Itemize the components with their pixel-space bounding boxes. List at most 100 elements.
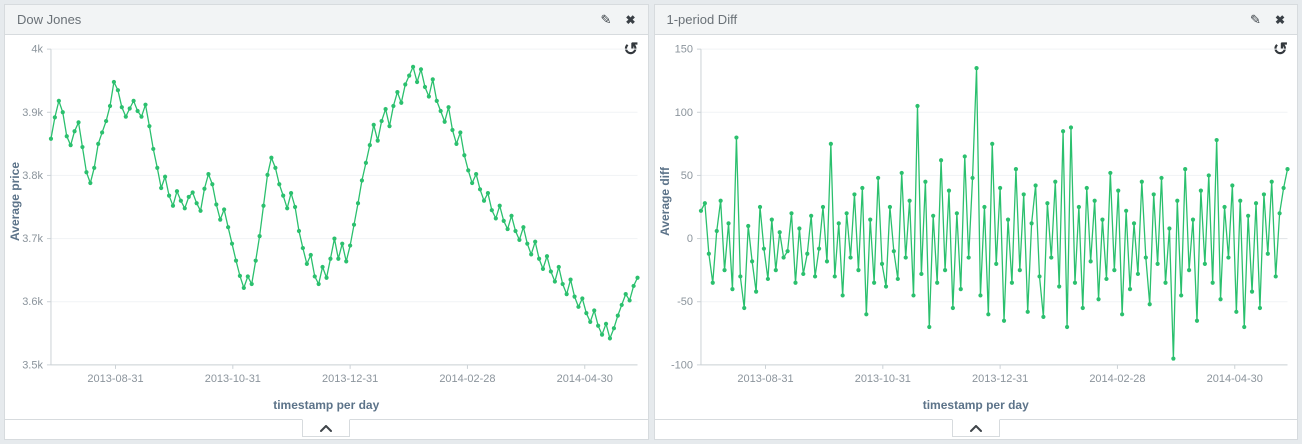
close-icon[interactable]: ✖	[1274, 12, 1285, 27]
data-point	[513, 228, 518, 234]
data-point	[784, 249, 790, 254]
y-tick-label: 50	[680, 170, 692, 182]
data-point	[182, 206, 187, 211]
data-point	[946, 188, 951, 193]
data-point	[348, 243, 353, 248]
data-point	[1261, 192, 1266, 197]
data-point	[135, 108, 140, 114]
data-point	[127, 106, 132, 111]
data-point	[1253, 201, 1258, 206]
data-point	[745, 223, 750, 229]
data-point	[1025, 309, 1030, 314]
data-point	[1265, 251, 1270, 256]
data-point	[316, 281, 321, 287]
data-point	[966, 255, 971, 260]
data-point	[332, 236, 337, 241]
data-point	[1190, 217, 1195, 222]
data-point	[993, 261, 998, 266]
x-tick-label: 2014-02-28	[1089, 373, 1145, 385]
data-point	[320, 264, 325, 270]
spy-panel-toggle-button[interactable]	[302, 419, 351, 437]
data-point	[560, 281, 565, 287]
data-point	[281, 193, 286, 198]
y-tick-label: 3.9k	[22, 107, 43, 119]
data-point	[871, 280, 876, 285]
data-point	[233, 258, 239, 263]
data-point	[458, 130, 463, 135]
data-point	[1225, 255, 1231, 260]
line-chart: 3.5k 3.6k 3.7k 3.8k 3.9k 4k 2013-08-31 2013-10-…	[22, 44, 640, 385]
data-point	[1158, 175, 1164, 181]
data-point	[206, 172, 211, 177]
data-point	[1210, 280, 1215, 285]
data-point	[887, 204, 892, 210]
data-point	[474, 172, 479, 177]
spy-panel-toggle-button[interactable]	[951, 419, 1000, 437]
data-point	[308, 252, 313, 258]
data-point	[529, 252, 534, 257]
data-point	[426, 94, 431, 99]
data-point	[820, 204, 825, 210]
data-point	[222, 207, 227, 212]
data-point	[749, 259, 754, 264]
data-point	[1249, 289, 1254, 294]
data-point	[363, 160, 369, 165]
data-point	[548, 269, 553, 274]
data-point	[403, 82, 408, 87]
data-point	[131, 98, 136, 103]
x-tick-label: 2013-10-31	[205, 373, 261, 385]
data-point	[1005, 217, 1010, 222]
data-point	[104, 118, 109, 124]
data-point	[1198, 188, 1203, 193]
data-point	[863, 312, 868, 317]
edit-icon[interactable]: ✎	[600, 12, 612, 27]
data-point	[840, 293, 845, 298]
data-point	[410, 64, 416, 69]
data-point	[237, 273, 243, 278]
edit-icon[interactable]: ✎	[1250, 12, 1261, 27]
x-axis-title: timestamp per day	[922, 398, 1029, 412]
data-point	[269, 155, 274, 160]
data-point	[123, 114, 128, 119]
data-point	[942, 268, 947, 273]
data-point	[859, 185, 864, 191]
data-point	[1029, 221, 1034, 226]
data-point	[1095, 297, 1101, 302]
panel-actions: ✎ ✖	[601, 13, 636, 26]
data-point	[812, 274, 817, 279]
data-point	[344, 259, 349, 264]
data-point	[623, 292, 628, 297]
data-point	[328, 256, 333, 261]
axes: 3.5k 3.6k 3.7k 3.8k 3.9k 4k 2013-08-31 2013-10-…	[22, 44, 638, 385]
data-point	[1241, 324, 1246, 330]
data-point	[1115, 188, 1120, 193]
data-point	[1233, 309, 1238, 314]
data-point	[296, 228, 302, 234]
data-point	[910, 293, 916, 298]
data-point	[603, 321, 609, 326]
data-point	[265, 172, 270, 177]
data-point	[395, 89, 400, 95]
data-point	[729, 287, 735, 292]
series	[48, 64, 640, 341]
data-point	[501, 218, 506, 223]
data-point	[92, 165, 97, 170]
y-tick-label: 3.8k	[22, 170, 43, 182]
close-icon[interactable]: ✖	[625, 12, 636, 27]
data-point	[155, 165, 160, 170]
y-tick-label: 4k	[31, 44, 43, 56]
data-point	[292, 204, 298, 210]
data-point	[592, 308, 597, 313]
data-point	[434, 98, 439, 103]
data-point	[989, 141, 994, 146]
chart-area: ↺ Average price 3.5k 3.6k 3.7k 3.8k 3.9k 4k 20…	[5, 35, 648, 419]
data-point	[997, 185, 1002, 191]
data-point	[497, 203, 502, 208]
data-point	[1273, 274, 1278, 279]
y-tick-label: 0	[686, 233, 692, 245]
data-point	[962, 154, 967, 159]
data-point	[1139, 179, 1144, 184]
data-point	[214, 202, 219, 207]
data-point	[68, 143, 73, 148]
data-point	[261, 203, 266, 208]
